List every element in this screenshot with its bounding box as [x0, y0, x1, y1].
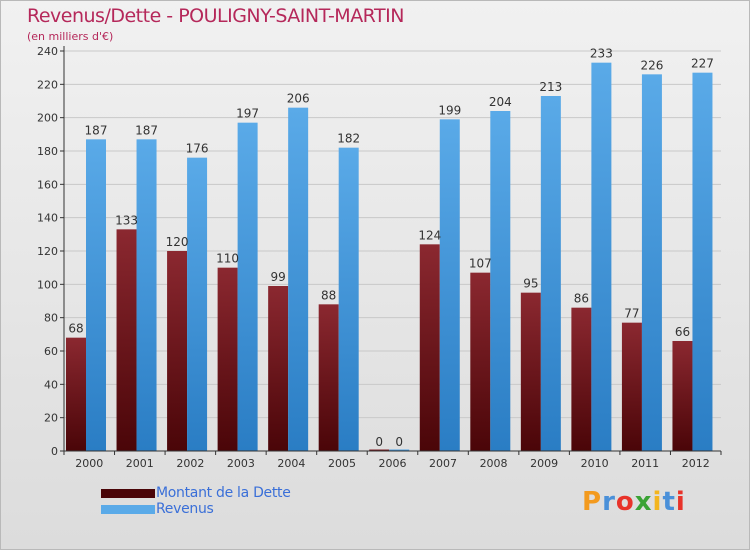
x-tick-label-2012: 2012: [682, 457, 710, 470]
bar-debt-2009: [520, 292, 541, 451]
x-tick-label-2001: 2001: [126, 457, 154, 470]
x-tick-label-2006: 2006: [379, 457, 407, 470]
bar-debt-2011: [621, 322, 642, 451]
x-tick-label-2004: 2004: [277, 457, 305, 470]
legend-label-revenue: Revenus: [156, 501, 214, 517]
data-label-revenue-2010: 233: [590, 47, 613, 61]
legend-swatch-revenue: [101, 505, 155, 514]
bar-debt-2012: [672, 341, 693, 451]
data-label-debt-2008: 107: [469, 257, 492, 271]
bar-debt-2003: [217, 267, 238, 451]
bar-revenue-2000: [86, 139, 106, 452]
bar-revenue-2005: [338, 147, 359, 451]
data-label-debt-2003: 110: [216, 252, 239, 266]
x-tick-label-2008: 2008: [480, 457, 508, 470]
data-label-debt-2005: 88: [321, 288, 336, 302]
logo-letter: o: [615, 487, 635, 517]
bar-debt-2005: [318, 304, 339, 451]
y-tick-label: 120: [37, 245, 58, 258]
data-label-debt-2002: 120: [166, 235, 189, 249]
data-label-revenue-2002: 176: [186, 142, 209, 156]
proxiti-logo: Proxiti: [582, 487, 686, 517]
x-tick-label-2000: 2000: [75, 457, 103, 470]
data-label-revenue-2007: 199: [438, 103, 461, 117]
data-label-revenue-2006: 0: [395, 435, 403, 449]
y-tick-label: 20: [44, 412, 58, 425]
bar-debt-2006: [369, 449, 390, 451]
bar-debt-2004: [268, 286, 289, 451]
logo-letter: x: [634, 487, 653, 517]
bar-revenue-2001: [136, 139, 157, 452]
y-tick-label: 100: [37, 278, 58, 291]
y-tick-label: 80: [44, 312, 58, 325]
data-label-debt-2001: 133: [115, 213, 138, 227]
x-tick-label-2005: 2005: [328, 457, 356, 470]
y-tick-label: 220: [37, 78, 58, 91]
x-axis: 2000 2001 2002 2003 2004 2005 2006 2007 2008 2009…: [63, 450, 722, 470]
logo-letter: i: [652, 487, 663, 517]
chart-title: Revenus/Dette - POULIGNY-SAINT-MARTIN: [27, 5, 404, 27]
x-tick-label-2011: 2011: [631, 457, 659, 470]
x-tick-label-2007: 2007: [429, 457, 457, 470]
bar-revenue-2008: [490, 111, 511, 451]
y-tick-label: 0: [51, 445, 58, 458]
data-label-revenue-2004: 206: [287, 92, 310, 106]
logo-letter: r: [602, 487, 616, 517]
data-label-debt-2011: 77: [624, 307, 639, 321]
bar-revenue-2007: [439, 119, 460, 451]
data-label-debt-2009: 95: [523, 277, 538, 291]
data-label-debt-2000: 68: [68, 322, 83, 336]
data-label-debt-2006: 0: [375, 435, 383, 449]
bar-debt-2007: [419, 244, 440, 451]
data-label-revenue-2000: 187: [85, 123, 108, 137]
y-tick-label: 180: [37, 145, 58, 158]
bar-debt-2002: [167, 251, 188, 451]
logo-letter: i: [675, 487, 686, 517]
data-label-revenue-2012: 227: [691, 57, 714, 71]
data-label-debt-2007: 124: [418, 228, 441, 242]
chart-subtitle: (en milliers d'€): [27, 30, 114, 43]
data-label-revenue-2009: 213: [539, 80, 562, 94]
x-tick-label-2002: 2002: [176, 457, 204, 470]
bar-revenue-2012: [692, 72, 713, 452]
data-label-revenue-2003: 197: [236, 107, 259, 121]
x-tick-label-2010: 2010: [581, 457, 609, 470]
y-tick-label: 60: [44, 345, 58, 358]
y-tick-label: 240: [37, 45, 58, 58]
bar-revenue-2009: [540, 96, 561, 451]
data-label-revenue-2005: 182: [337, 132, 360, 146]
logo-letter: t: [662, 487, 676, 517]
bars: 68 187 133 187 120 176 110 197 99 206 88 182 0 0 124 19…: [66, 47, 714, 452]
bar-revenue-2011: [641, 74, 662, 451]
y-axis: 0 20 40 60 80 100 120 140 160 180 200 220 240: [37, 45, 65, 458]
data-label-debt-2004: 99: [271, 270, 286, 284]
bar-debt-2008: [470, 272, 491, 451]
data-label-revenue-2008: 204: [489, 95, 512, 109]
data-label-debt-2012: 66: [675, 325, 690, 339]
bar-debt-2010: [571, 307, 592, 451]
legend-label-debt: Montant de la Dette: [156, 485, 291, 501]
x-tick-label-2003: 2003: [227, 457, 255, 470]
x-tick-label-2009: 2009: [530, 457, 558, 470]
logo-letter: P: [582, 487, 603, 517]
bar-debt-2001: [116, 229, 137, 451]
y-tick-label: 40: [44, 378, 58, 391]
legend-swatch-debt: [101, 489, 155, 498]
data-label-revenue-2001: 187: [135, 123, 158, 137]
bar-debt-2000: [66, 337, 86, 451]
data-label-debt-2010: 86: [574, 292, 589, 306]
data-label-revenue-2011: 226: [640, 58, 663, 72]
y-tick-label: 200: [37, 112, 58, 125]
bar-revenue-2006: [389, 449, 410, 451]
bar-revenue-2004: [288, 107, 309, 452]
bar-revenue-2010: [591, 62, 612, 452]
y-tick-label: 160: [37, 178, 58, 191]
y-tick-label: 140: [37, 212, 58, 225]
bar-revenue-2003: [237, 122, 258, 452]
bar-revenue-2002: [187, 157, 208, 451]
